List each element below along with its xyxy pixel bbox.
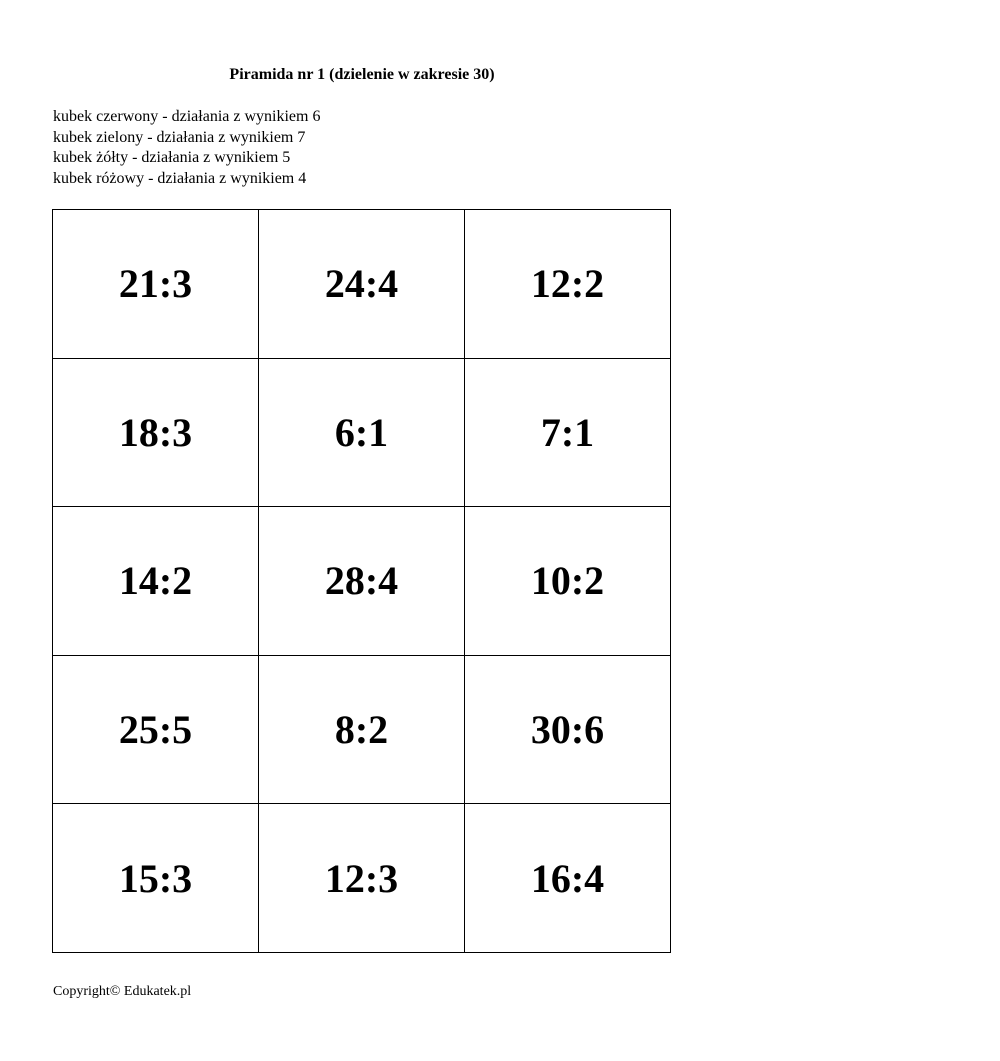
table-row: 14:2 28:4 10:2 (52, 506, 671, 656)
legend-line-green: kubek zielony - działania z wynikiem 7 (53, 128, 306, 146)
copyright-notice: Copyright© Edukatek.pl (53, 984, 192, 999)
page-title: Piramida nr 1 (dzielenie w zakresie 30) (229, 66, 495, 83)
card-cell: 15:3 (52, 803, 259, 953)
legend: kubek czerwony - działania z wynikiem 6 … (53, 107, 320, 189)
card-cell: 10:2 (464, 506, 671, 656)
legend-line-pink: kubek różowy - działania z wynikiem 4 (53, 169, 307, 187)
card-cell: 6:1 (258, 357, 465, 508)
card-cell: 18:3 (52, 357, 259, 508)
card-cell: 12:2 (464, 209, 671, 359)
table-row: 15:3 12:3 16:4 (52, 803, 671, 953)
card-cell: 30:6 (464, 654, 671, 805)
card-cell: 16:4 (464, 803, 671, 953)
card-cell: 8:2 (258, 654, 465, 805)
card-cell: 12:3 (258, 803, 465, 953)
legend-line-yellow: kubek żółty - działania z wynikiem 5 (53, 149, 291, 166)
card-cell: 21:3 (52, 209, 259, 359)
table-row: 21:3 24:4 12:2 (52, 209, 671, 359)
legend-line-red: kubek czerwony - działania z wynikiem 6 (53, 108, 321, 125)
card-cell: 25:5 (52, 654, 259, 805)
table-row: 18:3 6:1 7:1 (52, 357, 671, 508)
card-cell: 24:4 (258, 209, 465, 359)
card-cell: 28:4 (258, 506, 465, 656)
cards-table: 21:3 24:4 12:2 18:3 6:1 7:1 14:2 28:4 10… (52, 209, 671, 953)
table-row: 25:5 8:2 30:6 (52, 654, 671, 805)
card-cell: 14:2 (52, 506, 259, 656)
card-cell: 7:1 (464, 357, 671, 508)
